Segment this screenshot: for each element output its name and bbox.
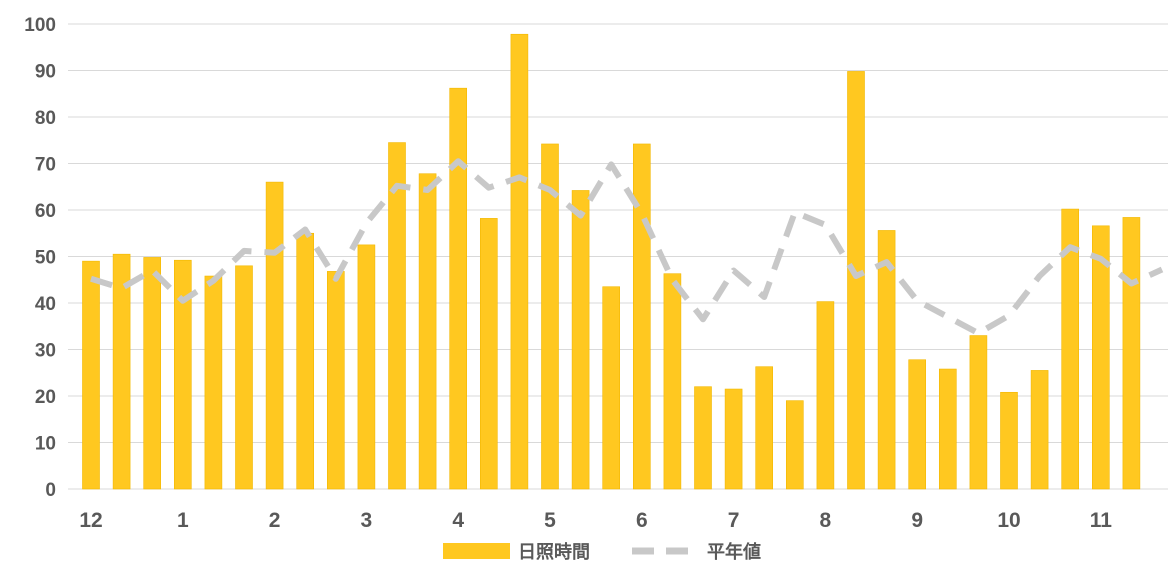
y-tick-label: 30	[35, 341, 56, 362]
y-tick-label: 90	[35, 62, 56, 83]
sunshine-bar	[479, 218, 498, 490]
x-tick-label: 1	[177, 509, 189, 532]
sunshine-bar	[632, 143, 651, 490]
x-axis-ticks: 12 1 2 3 4 5 6 7 8 9 10 11	[79, 509, 1112, 532]
sunshine-bar	[1122, 217, 1141, 490]
x-tick-label: 5	[544, 509, 556, 532]
sunshine-bar	[847, 71, 865, 490]
sunshine-bar	[938, 368, 957, 490]
normal-line	[90, 158, 1164, 337]
sunshine-bar	[357, 244, 376, 490]
x-tick-label: 11	[1090, 509, 1113, 532]
y-tick-label: 60	[35, 201, 56, 222]
sunshine-bar	[877, 230, 896, 490]
sunshine-bar	[785, 400, 804, 490]
sunshine-bar	[388, 142, 406, 490]
legend: 日照時間 平年値	[443, 541, 761, 562]
sunshine-bar	[1000, 391, 1018, 490]
x-tick-label: 10	[997, 509, 1020, 532]
x-tick-label: 7	[728, 509, 740, 532]
x-tick-label: 3	[361, 509, 373, 532]
sunshine-bar	[1092, 225, 1110, 490]
sunshine-bar	[265, 181, 284, 490]
sunshine-bar	[694, 386, 712, 490]
sunshine-bar	[510, 33, 529, 490]
y-tick-label: 20	[35, 387, 56, 408]
y-axis-ticks: 0 10 20 30 40 50 60 70 80 90 100	[24, 15, 56, 501]
sunshine-bar	[541, 143, 559, 490]
sunshine-bar	[1030, 370, 1049, 490]
sunshine-bar	[816, 301, 835, 490]
normal-line-series	[90, 158, 1164, 337]
y-tick-label: 40	[35, 294, 56, 315]
x-tick-label: 12	[79, 509, 102, 532]
sunshine-bar	[755, 366, 774, 490]
sunshine-bar	[663, 273, 682, 490]
legend-bar-label: 日照時間	[518, 542, 590, 562]
x-tick-label: 4	[452, 509, 464, 532]
x-tick-label: 9	[911, 509, 923, 532]
sunshine-bar	[326, 271, 345, 490]
bar-series	[82, 33, 1141, 490]
y-tick-label: 50	[35, 248, 56, 269]
y-tick-label: 0	[45, 480, 56, 501]
sunshine-bar	[174, 259, 192, 490]
sunshine-bar	[1061, 208, 1079, 490]
sunshine-bar	[112, 253, 131, 490]
y-tick-label: 100	[24, 15, 56, 36]
sunshine-bar	[571, 190, 590, 490]
sunshine-bar	[449, 87, 468, 490]
y-tick-label: 70	[35, 155, 56, 176]
sunshine-bar	[82, 260, 100, 490]
y-tick-label: 80	[35, 108, 56, 129]
sunshine-bar	[296, 232, 315, 490]
sunshine-bar	[724, 388, 743, 490]
sunshine-bar	[602, 286, 621, 490]
legend-bar-swatch	[443, 543, 510, 559]
sunshine-bar	[143, 257, 161, 490]
x-tick-label: 8	[820, 509, 832, 532]
x-tick-label: 6	[636, 509, 648, 532]
sunshine-bar	[204, 275, 223, 490]
y-tick-label: 10	[35, 434, 56, 455]
sunshine-bar	[969, 335, 988, 490]
sunshine-bar	[235, 265, 253, 490]
legend-line-label: 平年値	[707, 541, 761, 562]
sunshine-bar	[418, 173, 437, 490]
x-tick-label: 2	[269, 509, 281, 532]
sunshine-bar	[908, 359, 927, 490]
